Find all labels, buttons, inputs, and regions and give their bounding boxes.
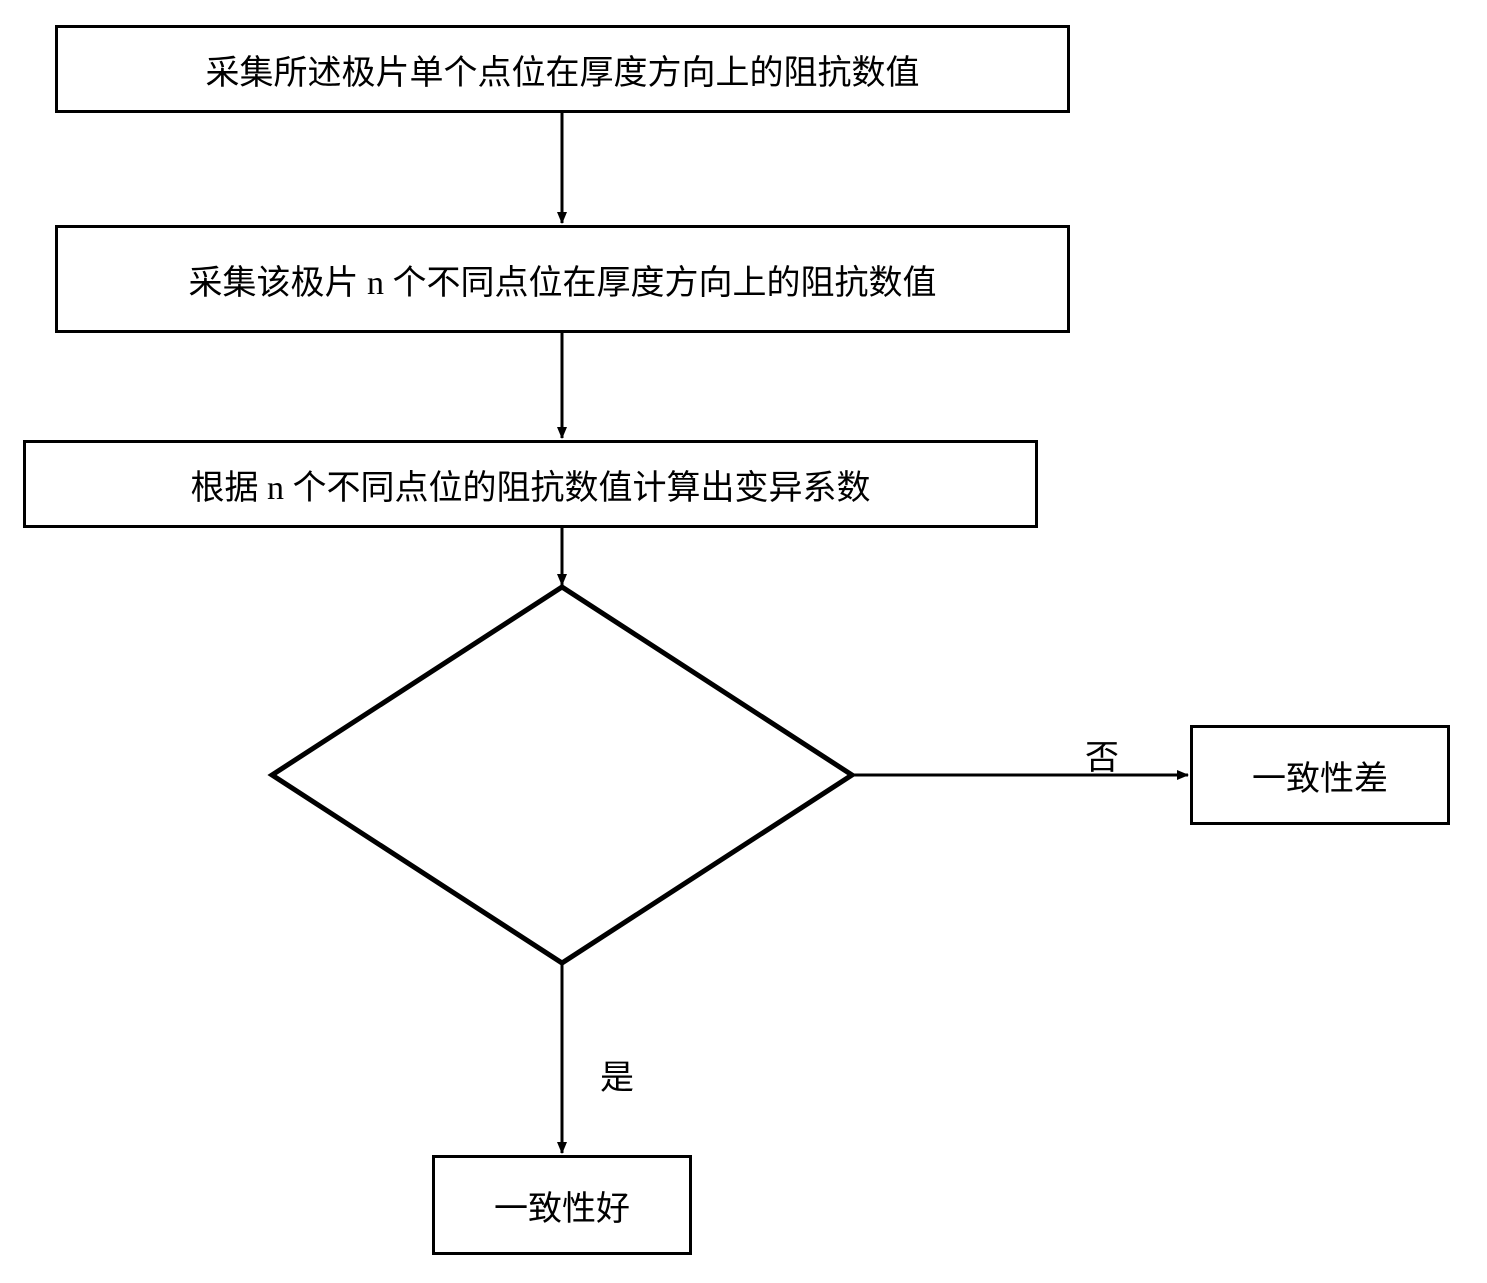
flowchart-canvas: 采集所述极片单个点位在厚度方向上的阻抗数值 采集该极片 n 个不同点位在厚度方向… [0,0,1487,1283]
flow-result-yes: 一致性好 [432,1155,692,1255]
edge-label-no: 否 [1085,730,1119,779]
flow-step-2-text: 采集该极片 n 个不同点位在厚度方向上的阻抗数值 [189,255,937,304]
flow-step-1: 采集所述极片单个点位在厚度方向上的阻抗数值 [55,25,1070,113]
flow-step-3-text: 根据 n 个不同点位的阻抗数值计算出变异系数 [191,460,871,509]
flow-step-1-text: 采集所述极片单个点位在厚度方向上的阻抗数值 [206,45,920,94]
flow-decision-text: ≤预设值 [460,755,680,804]
edge-label-yes: 是 [600,1050,634,1099]
flow-result-no: 一致性差 [1190,725,1450,825]
flow-step-3: 根据 n 个不同点位的阻抗数值计算出变异系数 [23,440,1038,528]
flow-svg-overlay [0,0,1487,1283]
flow-step-2: 采集该极片 n 个不同点位在厚度方向上的阻抗数值 [55,225,1070,333]
flow-result-no-text: 一致性差 [1252,751,1388,800]
flow-result-yes-text: 一致性好 [494,1181,630,1230]
